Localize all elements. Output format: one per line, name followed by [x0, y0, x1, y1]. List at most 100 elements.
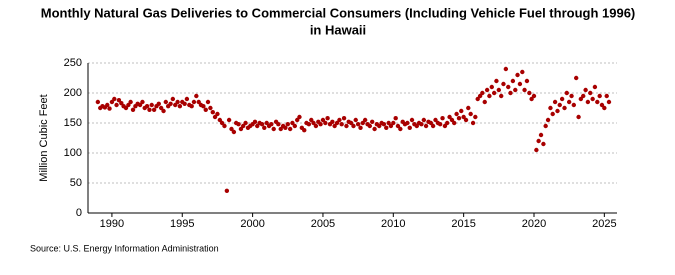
- data-point: [506, 84, 511, 90]
- data-point: [494, 78, 499, 84]
- chart-title: Monthly Natural Gas Deliveries to Commer…: [41, 5, 636, 20]
- data-point: [503, 66, 509, 72]
- data-point: [168, 101, 173, 107]
- data-point: [395, 123, 401, 129]
- data-point: [393, 116, 398, 121]
- data-point: [339, 122, 344, 127]
- data-point: [590, 96, 595, 102]
- y-axis-label: Million Cubic Feet: [38, 94, 50, 181]
- data-point: [515, 72, 520, 78]
- data-point: [109, 99, 115, 105]
- data-point: [456, 116, 462, 121]
- data-point: [555, 108, 560, 114]
- data-point: [334, 120, 340, 126]
- data-point: [149, 102, 154, 108]
- data-point: [355, 122, 361, 127]
- data-point: [151, 107, 157, 113]
- data-point: [597, 93, 602, 99]
- data-point: [313, 123, 319, 129]
- data-point: [606, 99, 612, 105]
- data-point: [210, 110, 215, 115]
- data-point: [491, 90, 497, 96]
- data-point: [325, 116, 330, 121]
- data-point: [430, 123, 436, 129]
- y-tick-label: 100: [64, 147, 82, 159]
- data-point: [208, 105, 213, 111]
- data-point: [543, 123, 548, 129]
- data-point: [215, 111, 220, 117]
- data-point: [468, 111, 473, 117]
- x-tick-label: 2000: [240, 218, 264, 230]
- data-point: [194, 93, 199, 99]
- data-point: [302, 128, 307, 133]
- data-point: [433, 117, 438, 123]
- data-point: [440, 116, 445, 121]
- data-point: [534, 147, 539, 153]
- data-point: [262, 125, 267, 130]
- data-point: [306, 122, 312, 127]
- data-point: [576, 114, 581, 120]
- data-point: [529, 96, 534, 102]
- data-point: [212, 114, 218, 120]
- data-point: [126, 102, 131, 108]
- data-point: [205, 99, 211, 105]
- y-tick-label: 150: [64, 117, 82, 129]
- data-point: [161, 108, 166, 114]
- data-point: [156, 101, 161, 107]
- x-tick-label: 2020: [522, 218, 546, 230]
- data-point: [144, 104, 150, 109]
- data-point: [449, 117, 455, 123]
- data-point: [477, 93, 483, 99]
- data-point: [271, 126, 276, 132]
- data-point: [545, 117, 551, 123]
- data-point: [231, 129, 237, 135]
- data-point: [510, 78, 516, 84]
- data-point: [581, 93, 586, 99]
- data-point: [423, 123, 429, 129]
- data-point: [203, 107, 208, 113]
- data-point: [140, 99, 145, 105]
- data-point: [163, 99, 169, 105]
- data-point: [177, 104, 183, 109]
- data-point: [444, 120, 450, 126]
- data-point: [130, 107, 136, 113]
- data-point: [309, 117, 314, 123]
- data-point: [358, 125, 363, 130]
- data-point: [238, 126, 244, 132]
- data-point: [388, 123, 394, 129]
- data-point: [112, 96, 117, 102]
- data-point: [360, 120, 365, 126]
- data-point: [531, 93, 537, 99]
- data-point: [414, 123, 419, 129]
- data-point: [484, 87, 490, 93]
- data-point: [496, 87, 502, 93]
- data-point: [283, 125, 288, 130]
- data-point: [191, 99, 197, 105]
- data-point: [489, 84, 494, 90]
- data-point: [290, 120, 295, 126]
- x-tick-label: 2015: [451, 218, 475, 230]
- data-point: [564, 90, 569, 96]
- data-point: [362, 117, 368, 123]
- data-point: [278, 126, 283, 132]
- data-point: [386, 120, 391, 126]
- data-point: [276, 122, 281, 127]
- data-point: [595, 99, 600, 105]
- data-point: [128, 99, 133, 105]
- data-point: [320, 117, 326, 123]
- data-point: [559, 96, 565, 102]
- data-point: [219, 120, 225, 126]
- data-point: [557, 102, 562, 108]
- data-point: [513, 87, 518, 93]
- data-point: [341, 116, 347, 121]
- data-point: [323, 120, 328, 126]
- data-point: [470, 120, 476, 126]
- data-point: [332, 123, 337, 129]
- data-point: [330, 119, 335, 125]
- data-point: [119, 101, 124, 106]
- data-point: [548, 105, 553, 111]
- data-point: [285, 122, 290, 127]
- data-point: [428, 120, 434, 126]
- chart-title: in Hawaii: [310, 22, 366, 37]
- data-point: [536, 138, 541, 144]
